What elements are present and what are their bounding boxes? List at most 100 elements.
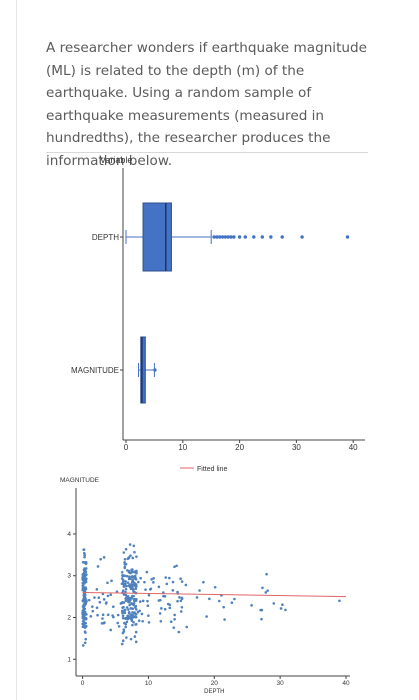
scatter-point [82,608,85,611]
scatter-point [266,589,269,592]
scatter-point [179,610,183,613]
outlier-point [153,368,157,372]
scatter-point [109,628,113,632]
scatter-point [173,565,176,569]
scatter-point [132,583,135,587]
outlier-point [232,235,236,239]
scatter-point [101,617,104,620]
outlier-point [280,235,284,239]
scatter-point [129,637,133,641]
scatter-point [139,576,142,580]
scatter-point [122,601,126,604]
divider [46,152,368,153]
scatter-point [137,619,141,622]
scatter-point [124,597,127,600]
scatter-point [180,605,184,609]
scatter-point [130,602,134,606]
scatter-point [106,613,110,617]
scatter-point [82,551,86,555]
x-tick-label: 20 [211,680,219,687]
scatter-point [82,603,86,606]
scatter-point [126,596,130,600]
scatter-point [83,587,87,591]
scatter-point [135,608,138,611]
scatter-point [120,609,124,613]
scatter-point [105,601,108,604]
scatter-point [124,587,128,591]
scatter-point [81,573,85,576]
scatter-point [83,593,87,597]
scatter-point [128,543,132,546]
scatter-point [144,588,147,591]
scatter-point [123,611,127,615]
scatter-point [112,605,115,609]
scatter-point [120,570,124,574]
scatter-point [129,577,132,581]
scatter-point [84,637,88,641]
scatter-point [172,626,176,629]
scatter-point [117,625,121,628]
scatter-point [169,620,173,624]
scatter-point [121,606,124,609]
scatter-point [119,602,123,605]
y-tick-label: 4 [67,531,71,538]
scatter-point [82,548,86,551]
scatter-point [134,587,138,590]
scatter-point [96,565,100,568]
scatter-point [222,605,225,609]
x-tick-label: 30 [277,680,285,687]
scatter-point [152,581,155,584]
scatter-point [233,597,236,601]
scatter-point [134,598,138,602]
scatter-point [145,570,149,574]
y-tick-label: 3 [67,573,71,580]
scatter-point [133,612,136,615]
scatter-point [82,568,86,572]
scatter-point [152,577,155,580]
outlier-point [300,235,304,239]
scatter-point [131,623,134,627]
scatter-point [130,575,134,579]
scatter-point [121,580,125,584]
scatter-point [168,606,172,610]
x-tick-label: 10 [145,680,153,687]
scatter-point [84,570,88,574]
scatter-point [127,610,131,614]
scatter-point [163,607,167,611]
scatter-point [126,569,129,572]
scatter-point [171,589,175,592]
scatter-point [84,577,88,580]
scatter-point [82,623,86,627]
x-tick-label: 20 [235,443,244,452]
scatter-point [272,602,276,605]
scatter-point [230,601,234,605]
scatter-point [259,608,262,612]
scatter-point [130,596,134,600]
scatter-point [163,595,167,598]
scatter-point [133,635,137,638]
scatter-point [123,584,127,588]
scatter-point [175,564,178,568]
scatter-point [121,589,125,592]
scatter-point [126,581,130,584]
scatter-point [84,631,87,634]
scatter-point [132,570,136,574]
scatter-point [261,586,264,590]
scatter-point [121,631,125,635]
scatter-point [81,586,85,589]
scatter-point [95,606,99,609]
scatter-point [103,621,106,624]
scatter-point [84,562,88,566]
scatter-point [157,585,161,589]
scatter-point [124,622,128,626]
scatter-point [131,580,135,584]
box-depth [142,202,172,272]
scatter-point [123,558,127,561]
scatter-point [141,599,145,603]
outlier-point [243,235,247,239]
scatter-point [81,560,85,564]
outlier-point [237,235,242,239]
scatter-point [127,556,131,559]
scatter-point [82,599,85,602]
question-text: A researcher wonders if earthquake magni… [46,40,368,169]
